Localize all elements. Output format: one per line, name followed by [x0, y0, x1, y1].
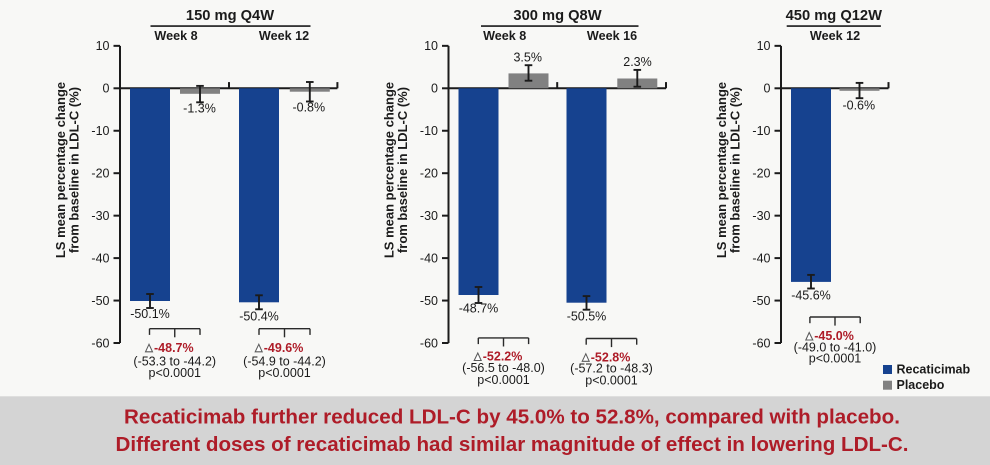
svg-text:Week 16: Week 16 [587, 29, 637, 43]
svg-text:-60: -60 [420, 336, 438, 350]
svg-text:LS mean percentage change: LS mean percentage change [53, 82, 68, 258]
svg-text:-52.8%: -52.8% [591, 350, 631, 364]
svg-text:-49.6%: -49.6% [264, 341, 304, 355]
svg-text:Week 8: Week 8 [154, 29, 197, 43]
svg-text:-50: -50 [420, 294, 438, 308]
svg-text:-20: -20 [420, 167, 438, 181]
svg-text:-50.5%: -50.5% [567, 309, 607, 323]
svg-text:0: 0 [103, 82, 110, 96]
svg-text:-45.6%: -45.6% [791, 289, 831, 303]
svg-text:-60: -60 [752, 336, 770, 350]
svg-text:-10: -10 [752, 124, 770, 138]
svg-text:-30: -30 [752, 209, 770, 223]
svg-text:Placebo: Placebo [897, 378, 945, 392]
svg-text:p<0.0001: p<0.0001 [258, 366, 311, 380]
svg-text:300 mg Q8W: 300 mg Q8W [513, 8, 601, 24]
svg-text:-0.8%: -0.8% [292, 101, 325, 115]
svg-text:2.3%: 2.3% [623, 55, 652, 69]
svg-text:10: 10 [757, 39, 771, 53]
svg-text:p<0.0001: p<0.0001 [809, 352, 862, 366]
svg-text:450 mg Q12W: 450 mg Q12W [786, 8, 882, 24]
svg-text:-45.0%: -45.0% [814, 329, 854, 343]
svg-text:from baseline in LDL-C (%): from baseline in LDL-C (%) [395, 87, 410, 253]
svg-text:Week 12: Week 12 [259, 29, 309, 43]
svg-text:p<0.0001: p<0.0001 [477, 373, 530, 387]
svg-text:Week 12: Week 12 [810, 29, 860, 43]
svg-text:Week 8: Week 8 [483, 29, 526, 43]
svg-text:10: 10 [424, 39, 438, 53]
svg-text:-48.7%: -48.7% [154, 341, 194, 355]
svg-text:-48.7%: -48.7% [459, 302, 499, 316]
svg-text:-50.4%: -50.4% [239, 309, 279, 323]
svg-text:-50: -50 [91, 294, 109, 308]
svg-text:-40: -40 [420, 252, 438, 266]
svg-text:(-57.2 to -48.3): (-57.2 to -48.3) [570, 362, 653, 376]
svg-text:10: 10 [96, 39, 110, 53]
svg-text:(-53.3 to -44.2): (-53.3 to -44.2) [133, 354, 216, 368]
svg-text:LS mean percentage change: LS mean percentage change [382, 82, 397, 258]
svg-text:(-49.0 to -41.0): (-49.0 to -41.0) [794, 341, 877, 355]
svg-text:-10: -10 [91, 124, 109, 138]
svg-text:3.5%: 3.5% [513, 51, 542, 65]
svg-text:-20: -20 [91, 167, 109, 181]
svg-text:-10: -10 [420, 124, 438, 138]
svg-text:-50: -50 [752, 294, 770, 308]
svg-text:from baseline in LDL-C (%): from baseline in LDL-C (%) [728, 87, 743, 253]
svg-text:-20: -20 [752, 167, 770, 181]
svg-text:-1.3%: -1.3% [183, 102, 216, 116]
svg-text:0: 0 [431, 82, 438, 96]
svg-text:p<0.0001: p<0.0001 [149, 366, 202, 380]
svg-text:-50.1%: -50.1% [130, 307, 170, 321]
svg-text:150 mg Q4W: 150 mg Q4W [186, 8, 274, 24]
svg-text:Recaticimab: Recaticimab [897, 363, 971, 377]
svg-text:-0.6%: -0.6% [842, 98, 875, 112]
svg-text:Recaticimab further reduced LD: Recaticimab further reduced LDL-C by 45.… [124, 406, 900, 429]
svg-text:-30: -30 [91, 209, 109, 223]
svg-text:-30: -30 [420, 209, 438, 223]
svg-text:LS mean percentage change: LS mean percentage change [714, 82, 729, 258]
svg-text:(-54.9 to -44.2): (-54.9 to -44.2) [243, 354, 326, 368]
svg-text:-60: -60 [91, 336, 109, 350]
svg-text:-52.2%: -52.2% [483, 350, 523, 364]
svg-text:0: 0 [764, 82, 771, 96]
svg-text:-40: -40 [91, 252, 109, 266]
svg-text:(-56.5 to -48.0): (-56.5 to -48.0) [462, 361, 545, 375]
svg-text:from baseline in LDL-C (%): from baseline in LDL-C (%) [67, 87, 82, 253]
svg-text:Different doses of recaticimab: Different doses of recaticimab had simil… [116, 433, 909, 456]
svg-text:-40: -40 [752, 252, 770, 266]
svg-text:p<0.0001: p<0.0001 [585, 373, 638, 387]
